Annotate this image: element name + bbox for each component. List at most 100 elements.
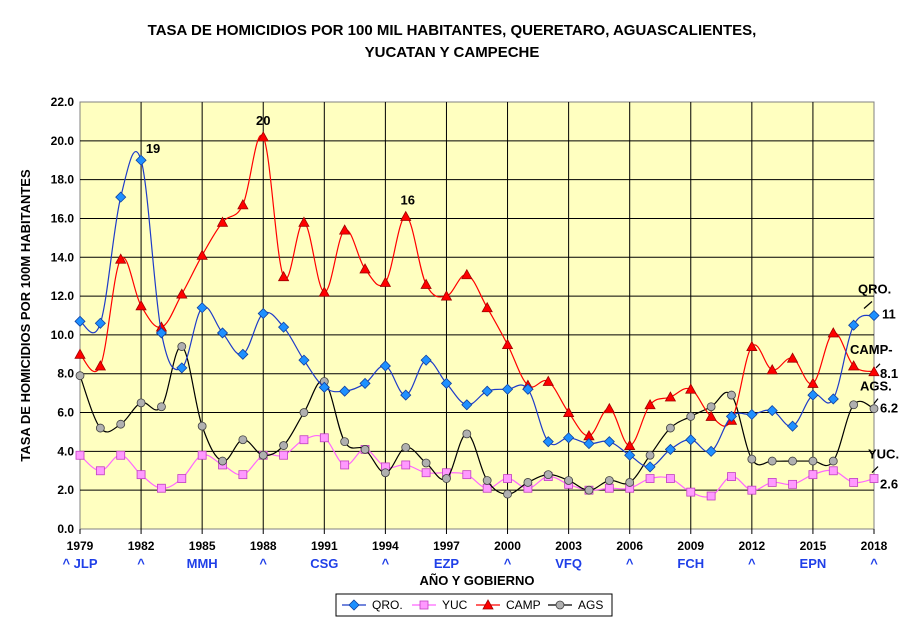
data-point-ags (360, 445, 370, 454)
x-tick-label: 1979 (67, 539, 94, 553)
x-tick-label: 2009 (677, 539, 704, 553)
data-point-camp (542, 375, 554, 386)
data-point-yuc (503, 474, 512, 483)
data-point-yuc (808, 470, 818, 480)
gobierno-label: ^ (137, 556, 145, 571)
data-point-yuc (299, 435, 309, 445)
data-point-camp (379, 276, 392, 287)
gobierno-label: ^ (259, 556, 267, 571)
x-tick-label: 2015 (800, 539, 827, 553)
data-point-ags (523, 478, 533, 487)
data-point-ags (727, 390, 736, 400)
y-tick-label: 16.0 (51, 211, 75, 225)
data-point-camp (176, 288, 188, 299)
gobierno-label: ^ (504, 556, 512, 571)
data-point-yuc (197, 450, 207, 460)
data-point-ags (116, 419, 126, 429)
legend-marker-ags (555, 600, 565, 610)
x-tick-label: 1982 (128, 539, 155, 553)
data-point-yuc (95, 466, 105, 476)
data-point-yuc (279, 450, 288, 460)
gobierno-label: EZP (434, 556, 460, 571)
data-point-qro (481, 385, 493, 397)
data-point-camp (481, 301, 493, 313)
data-point-camp (685, 383, 697, 394)
data-point-qro (298, 354, 310, 366)
y-tick-label: 10.0 (51, 328, 75, 342)
data-point-ags (584, 485, 594, 495)
data-point-ags (747, 454, 757, 464)
data-point-ags (462, 429, 472, 439)
data-point-ags (788, 456, 797, 466)
data-point-qro (685, 434, 697, 446)
end-label-name: YUC. (868, 447, 899, 462)
data-point-yuc (788, 479, 797, 489)
end-label-value: 11 (882, 307, 896, 322)
gobierno-label: FCH (677, 556, 704, 571)
data-point-yuc (747, 485, 757, 495)
y-tick-label: 18.0 (51, 173, 75, 187)
data-point-ags (238, 435, 248, 445)
data-point-camp (603, 402, 616, 414)
data-point-camp (338, 224, 351, 235)
data-point-qro (522, 383, 534, 395)
data-point-qro (664, 443, 676, 455)
end-label-name: QRO. (858, 282, 891, 297)
data-point-camp (644, 398, 656, 410)
annotation-arrow (863, 301, 873, 309)
data-point-qro (115, 191, 127, 203)
data-point-camp (501, 338, 514, 350)
data-point-qro (94, 317, 106, 329)
series-line-yuc (79, 434, 875, 498)
legend-label-qro: QRO. (372, 598, 403, 612)
data-point-qro (278, 321, 290, 333)
data-point-yuc (462, 470, 472, 480)
data-point-camp (440, 290, 453, 301)
data-point-camp (298, 216, 310, 227)
data-point-qro (563, 432, 575, 444)
data-point-ags (828, 456, 838, 466)
data-point-ags (767, 456, 777, 466)
data-point-yuc (340, 460, 350, 470)
y-tick-label: 6.0 (57, 406, 74, 420)
data-point-qro (237, 348, 249, 360)
y-tick-label: 12.0 (51, 289, 75, 303)
peak-annotation: 19 (146, 141, 160, 156)
data-point-yuc (238, 470, 248, 480)
y-tick-label: 22.0 (51, 95, 75, 109)
data-point-ags (686, 412, 696, 421)
data-point-camp (868, 365, 880, 377)
x-tick-label: 1991 (311, 539, 338, 553)
end-label-value: 8.1 (880, 366, 898, 381)
data-point-ags (197, 421, 207, 431)
data-point-camp (237, 199, 249, 210)
gobierno-label: ^ (626, 556, 634, 571)
data-point-ags (177, 342, 187, 351)
legend-label-camp: CAMP (506, 598, 541, 612)
data-point-ags (503, 489, 512, 499)
gobierno-label: EPN (800, 556, 827, 571)
data-point-ags (442, 474, 451, 483)
data-point-qro (339, 385, 351, 397)
data-point-camp (807, 377, 819, 388)
data-point-qro (400, 389, 412, 401)
data-point-yuc (666, 474, 675, 483)
data-point-qro (176, 362, 188, 374)
data-point-camp (216, 216, 229, 227)
data-point-yuc (116, 450, 126, 460)
series-line-ags (79, 345, 875, 495)
data-point-qro (461, 399, 473, 411)
y-tick-label: 0.0 (57, 522, 74, 536)
data-point-camp (847, 360, 860, 371)
data-point-qro (196, 302, 208, 314)
data-point-camp (277, 270, 290, 282)
x-tick-label: 2018 (861, 539, 888, 553)
data-point-qro (501, 383, 514, 395)
data-point-qro (766, 405, 778, 417)
data-point-yuc (706, 491, 716, 501)
y-tick-label: 4.0 (57, 444, 74, 458)
data-point-camp (94, 360, 107, 371)
data-point-qro (216, 327, 229, 339)
data-point-yuc (686, 487, 696, 497)
data-point-yuc (421, 468, 431, 478)
